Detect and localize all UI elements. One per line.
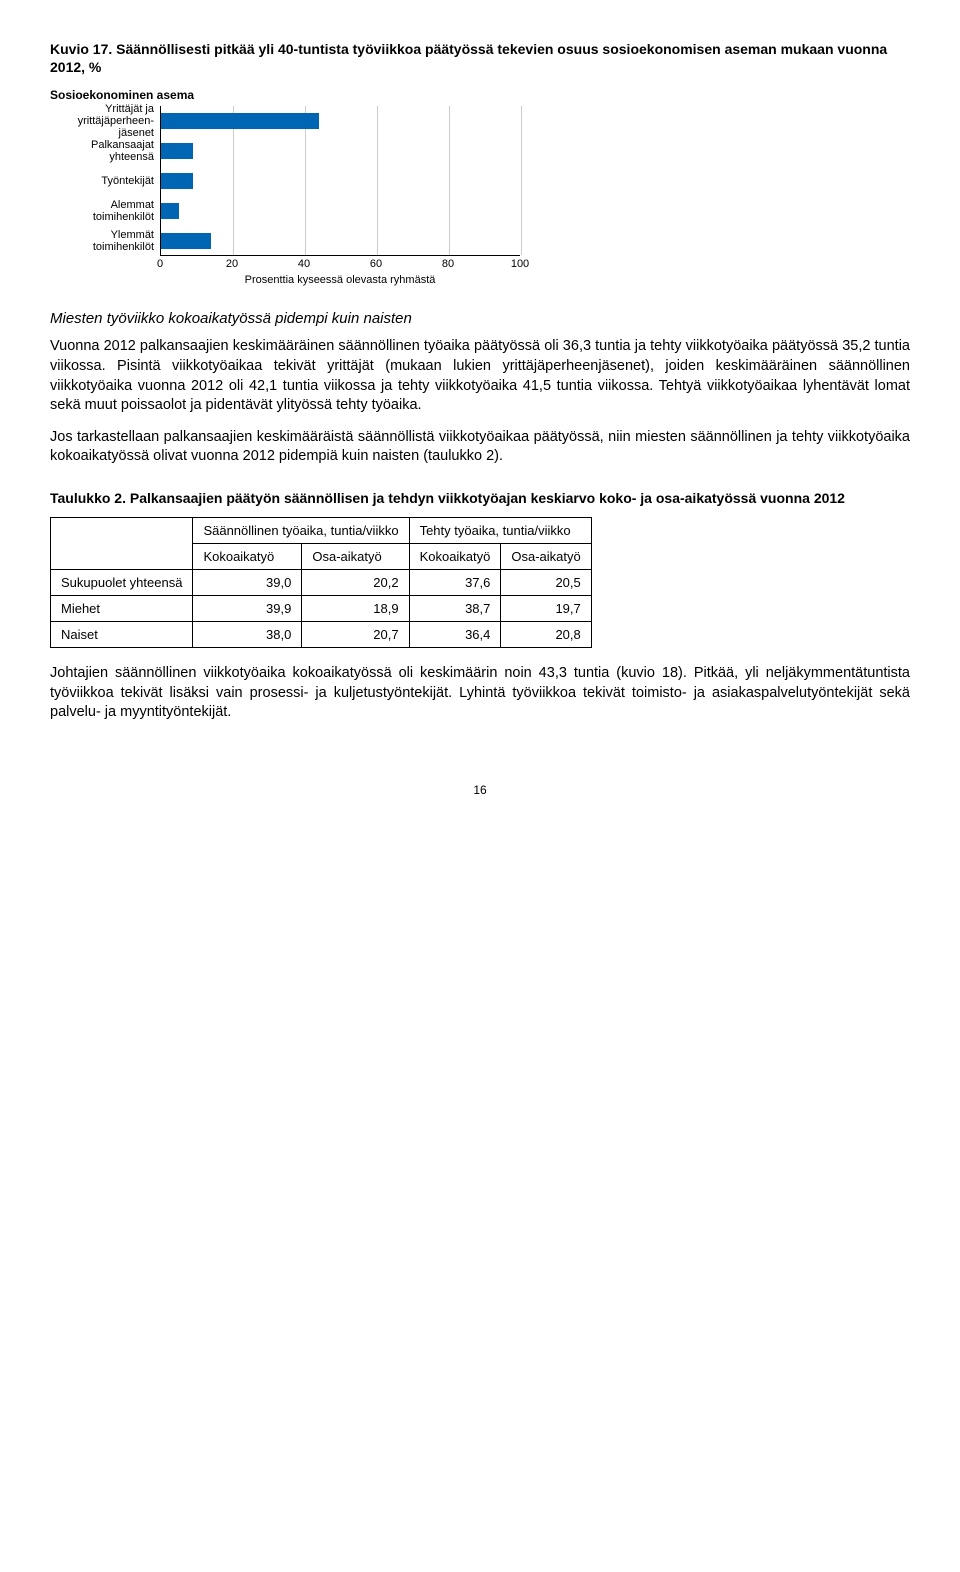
chart-x-axis-label: Prosenttia kyseessä olevasta ryhmästä (160, 274, 520, 286)
chart-bar (161, 233, 211, 249)
chart-x-tick: 0 (157, 258, 163, 270)
table-2: Säännöllinen työaika, tuntia/viikko Teht… (50, 517, 592, 648)
table-cell: 18,9 (302, 595, 409, 621)
table-cell: 20,7 (302, 621, 409, 647)
chart-x-tick: 60 (370, 258, 382, 270)
chart-gridline (449, 106, 450, 255)
table-row-label: Sukupuolet yhteensä (51, 569, 193, 595)
chart-y-label: Työntekijät (50, 166, 154, 196)
paragraph-1: Vuonna 2012 palkansaajien keskimääräinen… (50, 337, 910, 415)
table-row: Sukupuolet yhteensä39,020,237,620,5 (51, 569, 592, 595)
table-cell: 39,0 (193, 569, 302, 595)
chart-y-label: Alemmattoimihenkilöt (50, 196, 154, 226)
chart-gridline (521, 106, 522, 255)
table-row: Miehet39,918,938,719,7 (51, 595, 592, 621)
chart-y-labels: Yrittäjät jayrittäjäperheen-jäsenetPalka… (50, 106, 160, 256)
chart-bar (161, 203, 179, 219)
table-row-label: Naiset (51, 621, 193, 647)
table-cell: 38,0 (193, 621, 302, 647)
table-cell: 20,2 (302, 569, 409, 595)
table-row-label: Miehet (51, 595, 193, 621)
paragraph-2: Jos tarkastellaan palkansaajien keskimää… (50, 428, 910, 467)
chart-area: Yrittäjät jayrittäjäperheen-jäsenetPalka… (50, 106, 570, 256)
page-number: 16 (50, 783, 910, 797)
chart-y-label: Ylemmättoimihenkilöt (50, 226, 154, 256)
table-subcol-4: Osa-aikatyö (501, 543, 591, 569)
chart-x-tick: 20 (226, 258, 238, 270)
figure-17-heading: Kuvio 17. Säännöllisesti pitkää yli 40-t… (50, 40, 910, 76)
chart-bar (161, 173, 193, 189)
table-cell: 20,8 (501, 621, 591, 647)
table-cell: 38,7 (409, 595, 501, 621)
chart-y-label: Yrittäjät jayrittäjäperheen-jäsenet (50, 106, 154, 136)
table-cell: 39,9 (193, 595, 302, 621)
chart-x-ticks: 020406080100 (160, 256, 520, 272)
table-cell: 36,4 (409, 621, 501, 647)
table-cell: 20,5 (501, 569, 591, 595)
chart-y-title: Sosioekonominen asema (50, 88, 570, 102)
table-subcol-1: Kokoaikatyö (193, 543, 302, 569)
chart-x-tick: 100 (511, 258, 529, 270)
chart-x-tick: 80 (442, 258, 454, 270)
table-subcol-3: Kokoaikatyö (409, 543, 501, 569)
table-col-group-2: Tehty työaika, tuntia/viikko (409, 517, 591, 543)
chart-bar (161, 143, 193, 159)
table-corner-cell (51, 517, 193, 569)
chart-bar (161, 113, 319, 129)
chart-gridline (377, 106, 378, 255)
chart-plot (160, 106, 520, 256)
paragraph-3: Johtajien säännöllinen viikkotyöaika kok… (50, 664, 910, 723)
table-cell: 37,6 (409, 569, 501, 595)
table-subcol-2: Osa-aikatyö (302, 543, 409, 569)
figure-17-chart: Sosioekonominen asema Yrittäjät jayrittä… (50, 88, 570, 286)
table-col-group-1: Säännöllinen työaika, tuntia/viikko (193, 517, 409, 543)
chart-x-tick: 40 (298, 258, 310, 270)
table-header-row-1: Säännöllinen työaika, tuntia/viikko Teht… (51, 517, 592, 543)
table-2-heading: Taulukko 2. Palkansaajien päätyön säännö… (50, 489, 910, 507)
table-row: Naiset38,020,736,420,8 (51, 621, 592, 647)
subheading-italic: Miesten työviikko kokoaikatyössä pidempi… (50, 310, 910, 327)
table-cell: 19,7 (501, 595, 591, 621)
chart-y-label: Palkansaajatyhteensä (50, 136, 154, 166)
